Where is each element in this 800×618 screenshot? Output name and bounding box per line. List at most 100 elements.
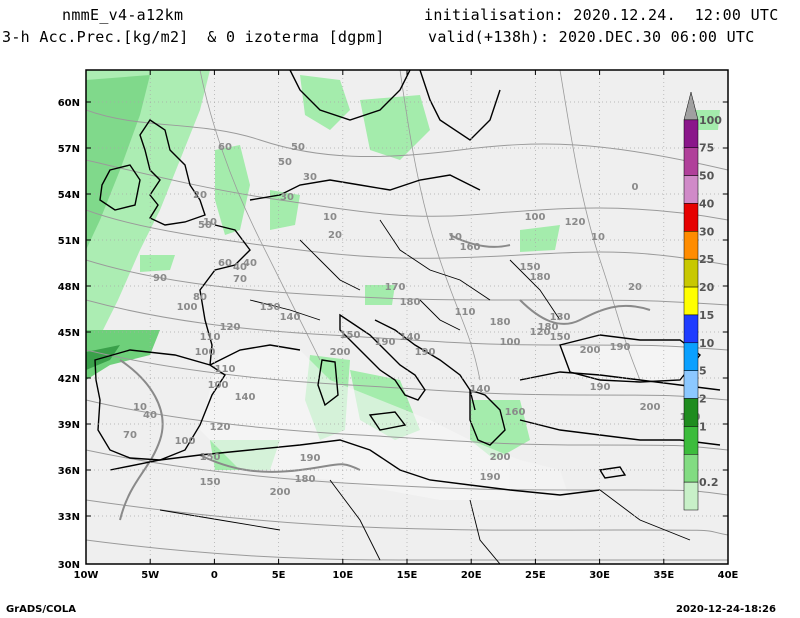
- contour-value-label: 180: [538, 322, 559, 333]
- colorbar-label: 10: [699, 337, 715, 350]
- lat-label: 39N: [58, 420, 80, 431]
- contour-value-label: 70: [233, 274, 247, 285]
- colorbar-segment: [683, 342, 699, 371]
- contour-value-label: 70: [123, 430, 137, 441]
- contour-value-label: 10: [133, 402, 147, 413]
- model-name: nmmE_v4-a12km: [62, 6, 184, 24]
- contour-value-label: 10: [323, 212, 337, 223]
- lat-label: 60N: [58, 98, 80, 109]
- contour-value-label: 120: [210, 422, 231, 433]
- contour-value-label: 60: [218, 258, 232, 269]
- contour-value-label: 50: [278, 157, 292, 168]
- colorbar-segment: [683, 203, 699, 232]
- lon-label: 30E: [589, 570, 610, 581]
- contour-value-label: 20: [628, 282, 642, 293]
- colorbar-label: 50: [699, 170, 715, 183]
- colorbar-segment: [683, 426, 699, 455]
- contour-value-label: 110: [455, 307, 476, 318]
- contour-value-label: 40: [233, 262, 247, 273]
- contour-value-label: 190: [415, 347, 436, 358]
- lat-label: 33N: [58, 512, 80, 523]
- lon-label: 5E: [272, 570, 286, 581]
- contour-value-label: 120: [530, 327, 551, 338]
- contour-value-label: 200: [270, 487, 291, 498]
- contour-value-label: 30: [303, 172, 317, 183]
- contour-value-label: 200: [640, 402, 661, 413]
- contour-value-label: 190: [610, 342, 631, 353]
- contour-value-label: 50: [291, 142, 305, 153]
- lat-label: 48N: [58, 282, 80, 293]
- contour-value-label: 20: [328, 230, 342, 241]
- software-credit: GrADS/COLA: [6, 604, 76, 615]
- contour-value-label: 50: [198, 220, 212, 231]
- contour-value-label: 40: [143, 410, 157, 421]
- contour-value-label: 140: [280, 312, 301, 323]
- contour-value-label: 130: [550, 312, 571, 323]
- lat-axis-labels: 60N 57N 54N 51N 48N 45N 42N 39N 36N 33N 30N: [58, 98, 80, 571]
- contour-value-label: 190: [375, 337, 396, 348]
- colorbar-label: 1: [699, 420, 707, 433]
- contour-value-label: 60: [218, 142, 232, 153]
- colorbar-label: 2: [699, 393, 707, 406]
- colorbar-label: 30: [699, 225, 715, 238]
- lon-label: 10W: [74, 570, 99, 581]
- contour-value-label: 190: [300, 453, 321, 464]
- colorbar-label: 20: [699, 281, 715, 294]
- colorbar-segment: [683, 454, 699, 483]
- coastlines: [94, 70, 721, 564]
- lat-label: 30N: [58, 560, 80, 571]
- contour-value-label: 150: [340, 330, 361, 341]
- colorbar-label: 0.2: [699, 476, 719, 489]
- tick-marks: [85, 70, 729, 565]
- colorbar-segment: [683, 258, 699, 288]
- contour-value-label: 170: [385, 282, 406, 293]
- lon-label: 15E: [397, 570, 418, 581]
- colorbar-segment: [683, 119, 699, 148]
- generation-timestamp: 2020-12-24-18:26: [676, 604, 776, 615]
- contour-value-label: 100: [208, 380, 229, 391]
- contour-value-label: 160: [460, 242, 481, 253]
- contour-value-label: 140: [400, 332, 421, 343]
- contour-value-label: 100: [500, 337, 521, 348]
- lat-label: 42N: [58, 374, 80, 385]
- contour-value-label: 100: [195, 347, 216, 358]
- colorbar-segment: [683, 231, 699, 260]
- colorbar-label: 100: [699, 114, 722, 127]
- lon-label: 35E: [653, 570, 674, 581]
- contour-value-label: 90: [153, 273, 167, 284]
- lat-label: 36N: [58, 466, 80, 477]
- colorbar: 100 75 50 40 30 25 20 15 10 5 2 1 0.2: [683, 91, 722, 511]
- contour-value-label: 120: [565, 217, 586, 228]
- contour-value-label: 40: [243, 258, 257, 269]
- contour-value-label: 0: [632, 182, 639, 193]
- contour-value-label: 30: [280, 192, 294, 203]
- contour-value-label: 150: [200, 452, 221, 463]
- contour-value-label: 200: [490, 452, 511, 463]
- lon-label: 5W: [141, 570, 159, 581]
- colorbar-label: 25: [699, 253, 714, 266]
- valid-time: valid(+138h): 2020.DEC.30 06:00 UTC: [428, 28, 755, 46]
- colorbar-label: 5: [699, 365, 707, 378]
- contour-value-label: 180: [530, 272, 551, 283]
- colorbar-label: 40: [699, 197, 715, 210]
- contour-value-label: 160: [505, 407, 526, 418]
- colorbar-segment: [683, 286, 699, 316]
- lon-label: 0: [211, 570, 218, 581]
- contour-value-label: 180: [400, 297, 421, 308]
- contour-value-label: 150: [550, 332, 571, 343]
- lon-label: 40E: [718, 570, 739, 581]
- contour-value-label: 130: [260, 302, 281, 313]
- contour-value-label: 100: [175, 436, 196, 447]
- contour-value-label: 200: [580, 345, 601, 356]
- colorbar-label: 15: [699, 309, 714, 322]
- contour-value-label: 10: [448, 232, 462, 243]
- colorbar-segment: [683, 481, 699, 511]
- contour-value-label: 200: [330, 347, 351, 358]
- contour-value-label: 140: [235, 392, 256, 403]
- contour-value-label: 150: [200, 477, 221, 488]
- lat-label: 51N: [58, 236, 80, 247]
- lon-axis-labels: 10W 5W 0 5E 10E 15E 20E 25E 30E 35E 40E: [74, 570, 739, 581]
- lat-label: 45N: [58, 328, 80, 339]
- lon-label: 25E: [525, 570, 546, 581]
